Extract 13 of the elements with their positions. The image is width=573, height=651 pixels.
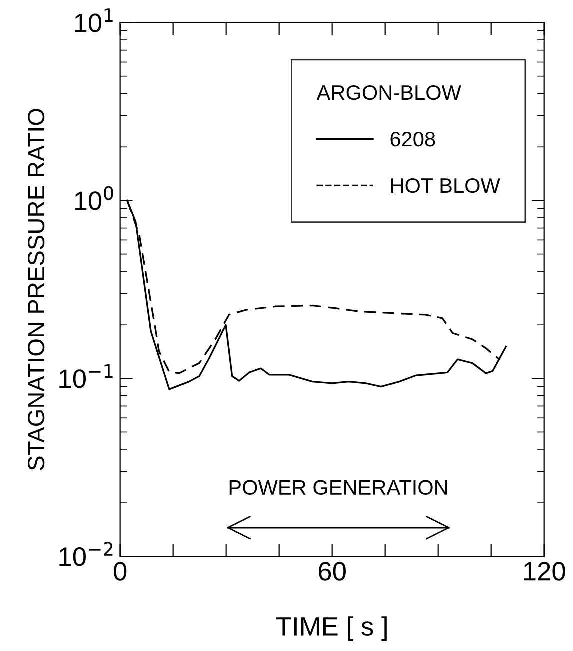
y-tick-label: 10$^{1}$ xyxy=(75,8,113,32)
x-tick-label: 0 xyxy=(114,562,127,581)
legend-label: HOT BLOW xyxy=(391,178,500,194)
legend-label: 6208 xyxy=(390,132,436,147)
x-tick-label: 60 xyxy=(319,562,346,581)
y-tick-label: 10$^{0}$ xyxy=(75,186,114,210)
annotation: POWER GENERATION xyxy=(230,480,448,496)
y-tick-label: 10$^{−2}$ xyxy=(60,542,113,566)
x-axis-title: TIME [ s ] xyxy=(276,616,387,642)
y-axis-title: STAGNATION PRESSURE RATIO xyxy=(28,109,45,470)
x-tick-label: 120 xyxy=(524,562,566,581)
legend-title: ARGON-BLOW xyxy=(316,85,462,100)
y-tick-label: 10$^{−1}$ xyxy=(60,364,113,388)
